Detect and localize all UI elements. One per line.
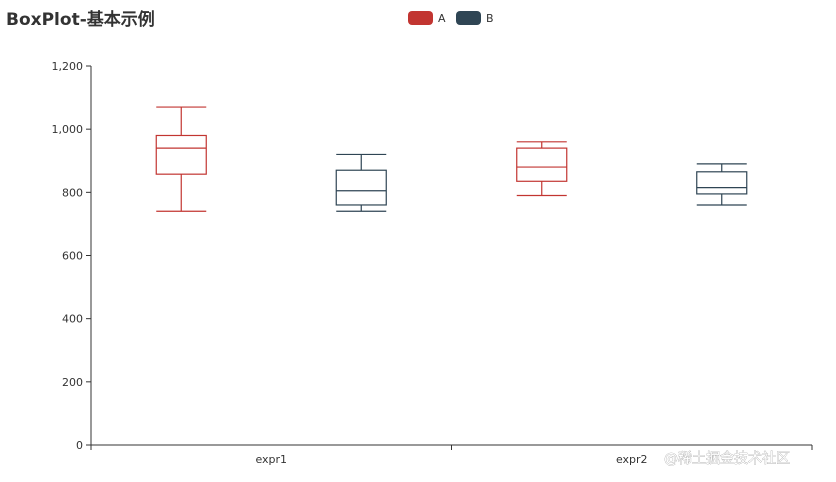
box-body [516, 147, 568, 182]
box-a-expr1[interactable] [155, 106, 207, 212]
box-body [335, 169, 387, 206]
box-body [696, 171, 748, 195]
box-b-expr1[interactable] [335, 153, 387, 212]
y-tick-label: 1,200 [52, 60, 84, 73]
y-tick-label: 1,000 [52, 123, 84, 136]
y-tick-label: 200 [62, 376, 83, 389]
x-axis: expr1 expr2 [90, 444, 813, 466]
legend-swatch-b[interactable] [456, 11, 481, 25]
y-tick-label: 0 [76, 439, 83, 452]
y-tick-label: 600 [62, 250, 83, 263]
y-axis: 0 200 400 600 800 1,000 1,200 [52, 60, 92, 452]
x-tick-label: expr2 [616, 453, 648, 466]
box-body [155, 134, 207, 175]
chart-title: BoxPlot-基本示例 [6, 9, 155, 30]
legend-swatch-a[interactable] [408, 11, 433, 25]
legend-label-a: A [438, 12, 446, 25]
y-tick-label: 400 [62, 313, 83, 326]
legend-item-b[interactable]: B [456, 11, 494, 25]
watermark-text: @稀土掘金技术社区 [664, 451, 790, 467]
legend[interactable]: A B [408, 11, 494, 25]
legend-label-b: B [486, 12, 494, 25]
box-b-expr2[interactable] [696, 163, 748, 206]
y-tick-label: 800 [62, 186, 83, 199]
boxes [155, 106, 748, 212]
box-a-expr2[interactable] [516, 141, 568, 197]
x-tick-label: expr1 [255, 453, 287, 466]
legend-item-a[interactable]: A [408, 11, 446, 25]
